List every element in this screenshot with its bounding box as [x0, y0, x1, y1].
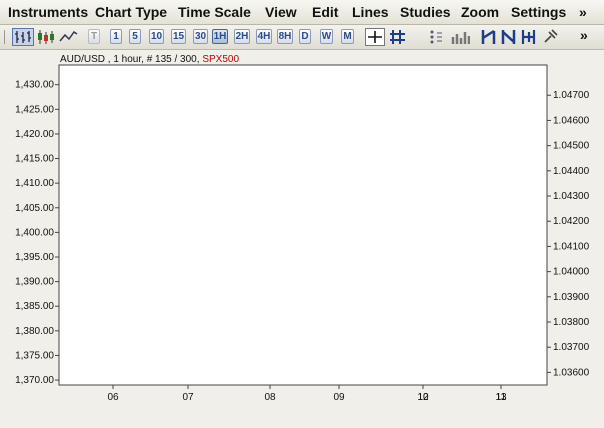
interval-15-button[interactable]: 15 [171, 29, 186, 44]
x-axis-label: 08 [264, 392, 276, 403]
interval-1-button[interactable]: 1 [110, 29, 122, 44]
left-axis-label: 1,370.00 [15, 375, 54, 386]
left-axis-label: 1,430.00 [15, 80, 54, 91]
grip-icon[interactable] [3, 28, 7, 46]
draw-lines-icon-2[interactable] [500, 28, 518, 46]
right-axis-label: 1.03600 [553, 367, 590, 378]
interval-d-button[interactable]: D [299, 29, 311, 44]
left-axis-label: 1,425.00 [15, 104, 54, 115]
toolbar-overflow-button[interactable]: » [580, 27, 588, 43]
x-axis-label: 13 [495, 392, 507, 403]
right-axis-label: 1.04400 [553, 166, 590, 177]
menu-lines[interactable]: Lines [352, 4, 389, 20]
candlestick-icon[interactable] [36, 28, 56, 46]
left-axis-label: 1,380.00 [15, 326, 54, 337]
right-axis-label: 1.04700 [553, 90, 590, 101]
menu-zoom[interactable]: Zoom [461, 4, 500, 20]
x-axis-label: 07 [182, 392, 194, 403]
left-axis-label: 1,420.00 [15, 129, 54, 140]
toolbar: T 1 5 10 15 30 1H 2H 4H 8H D W M» [0, 25, 604, 50]
left-axis-label: 1,405.00 [15, 203, 54, 214]
menu-time-scale[interactable]: Time Scale [178, 4, 251, 20]
right-axis-label: 1.04600 [553, 115, 590, 126]
crosshair-icon[interactable] [365, 28, 385, 46]
interval-10-button[interactable]: 10 [149, 29, 164, 44]
left-axis-label: 1,375.00 [15, 350, 54, 361]
x-axis-label: 10 [417, 392, 429, 403]
right-axis-label: 1.03700 [553, 342, 590, 353]
right-axis-label: 1.04300 [553, 191, 590, 202]
left-axis-label: 1,415.00 [15, 154, 54, 165]
right-axis-label: 1.03800 [553, 317, 590, 328]
menu-settings[interactable]: Settings [511, 4, 567, 20]
right-axis-label: 1.04200 [553, 216, 590, 227]
left-axis-label: 1,400.00 [15, 227, 54, 238]
pin-icon[interactable] [542, 28, 558, 46]
left-axis-label: 1,385.00 [15, 301, 54, 312]
bar-chart-type-icon[interactable] [12, 28, 34, 46]
interval-2h-button[interactable]: 2H [234, 29, 250, 44]
volume-bars-icon[interactable] [450, 28, 470, 46]
interval-8h-button[interactable]: 8H [277, 29, 293, 44]
interval-m-button[interactable]: M [341, 29, 354, 44]
menu-studies[interactable]: Studies [400, 4, 451, 20]
chart-symbol-text: AUD/USD , 1 hour, # 135 / 300, SPX500 [60, 54, 239, 65]
grid-icon[interactable] [389, 28, 405, 46]
menu-overflow-button[interactable]: » [579, 4, 587, 20]
x-axis-label: 09 [333, 392, 345, 403]
menu-chart-type[interactable]: Chart Type [95, 4, 168, 20]
indicator-dots-icon[interactable] [428, 28, 444, 46]
x-axis-label: 12 [417, 392, 429, 403]
interval-1h-button[interactable]: 1H [212, 29, 228, 44]
menu-edit[interactable]: Edit [312, 4, 339, 20]
x-axis-label: 11 [496, 392, 507, 403]
right-axis-label: 1.03900 [553, 292, 590, 303]
left-axis-label: 1,395.00 [15, 252, 54, 263]
interval-w-button[interactable]: W [320, 29, 333, 44]
draw-lines-icon-3[interactable] [520, 28, 538, 46]
draw-lines-icon-1[interactable] [480, 28, 498, 46]
plot-area[interactable] [58, 64, 548, 386]
price-chart[interactable]: AUD/USD , 1 hour, # 135 / 300, SPX500 1,4… [0, 50, 604, 428]
interval-t-button[interactable]: T [88, 29, 100, 44]
left-axis-label: 1,410.00 [15, 178, 54, 189]
chart-panel[interactable]: AUD/USD , 1 hour, # 135 / 300, SPX500 1,4… [0, 50, 604, 428]
x-axis-label: 06 [107, 392, 119, 403]
interval-4h-button[interactable]: 4H [256, 29, 272, 44]
line-chart-icon[interactable] [58, 28, 78, 46]
interval-5-button[interactable]: 5 [129, 29, 141, 44]
left-axis-label: 1,390.00 [15, 277, 54, 288]
overlay-symbol-label: SPX500 [202, 54, 239, 65]
interval-30-button[interactable]: 30 [193, 29, 208, 44]
menu-instruments[interactable]: Instruments [8, 4, 89, 20]
menu-bar: Instruments Chart Type Time Scale View Edit L… [0, 0, 604, 25]
right-axis-label: 1.04000 [553, 267, 590, 278]
right-axis-label: 1.04100 [553, 241, 590, 252]
menu-view[interactable]: View [265, 4, 297, 20]
right-axis-label: 1.04500 [553, 141, 590, 152]
